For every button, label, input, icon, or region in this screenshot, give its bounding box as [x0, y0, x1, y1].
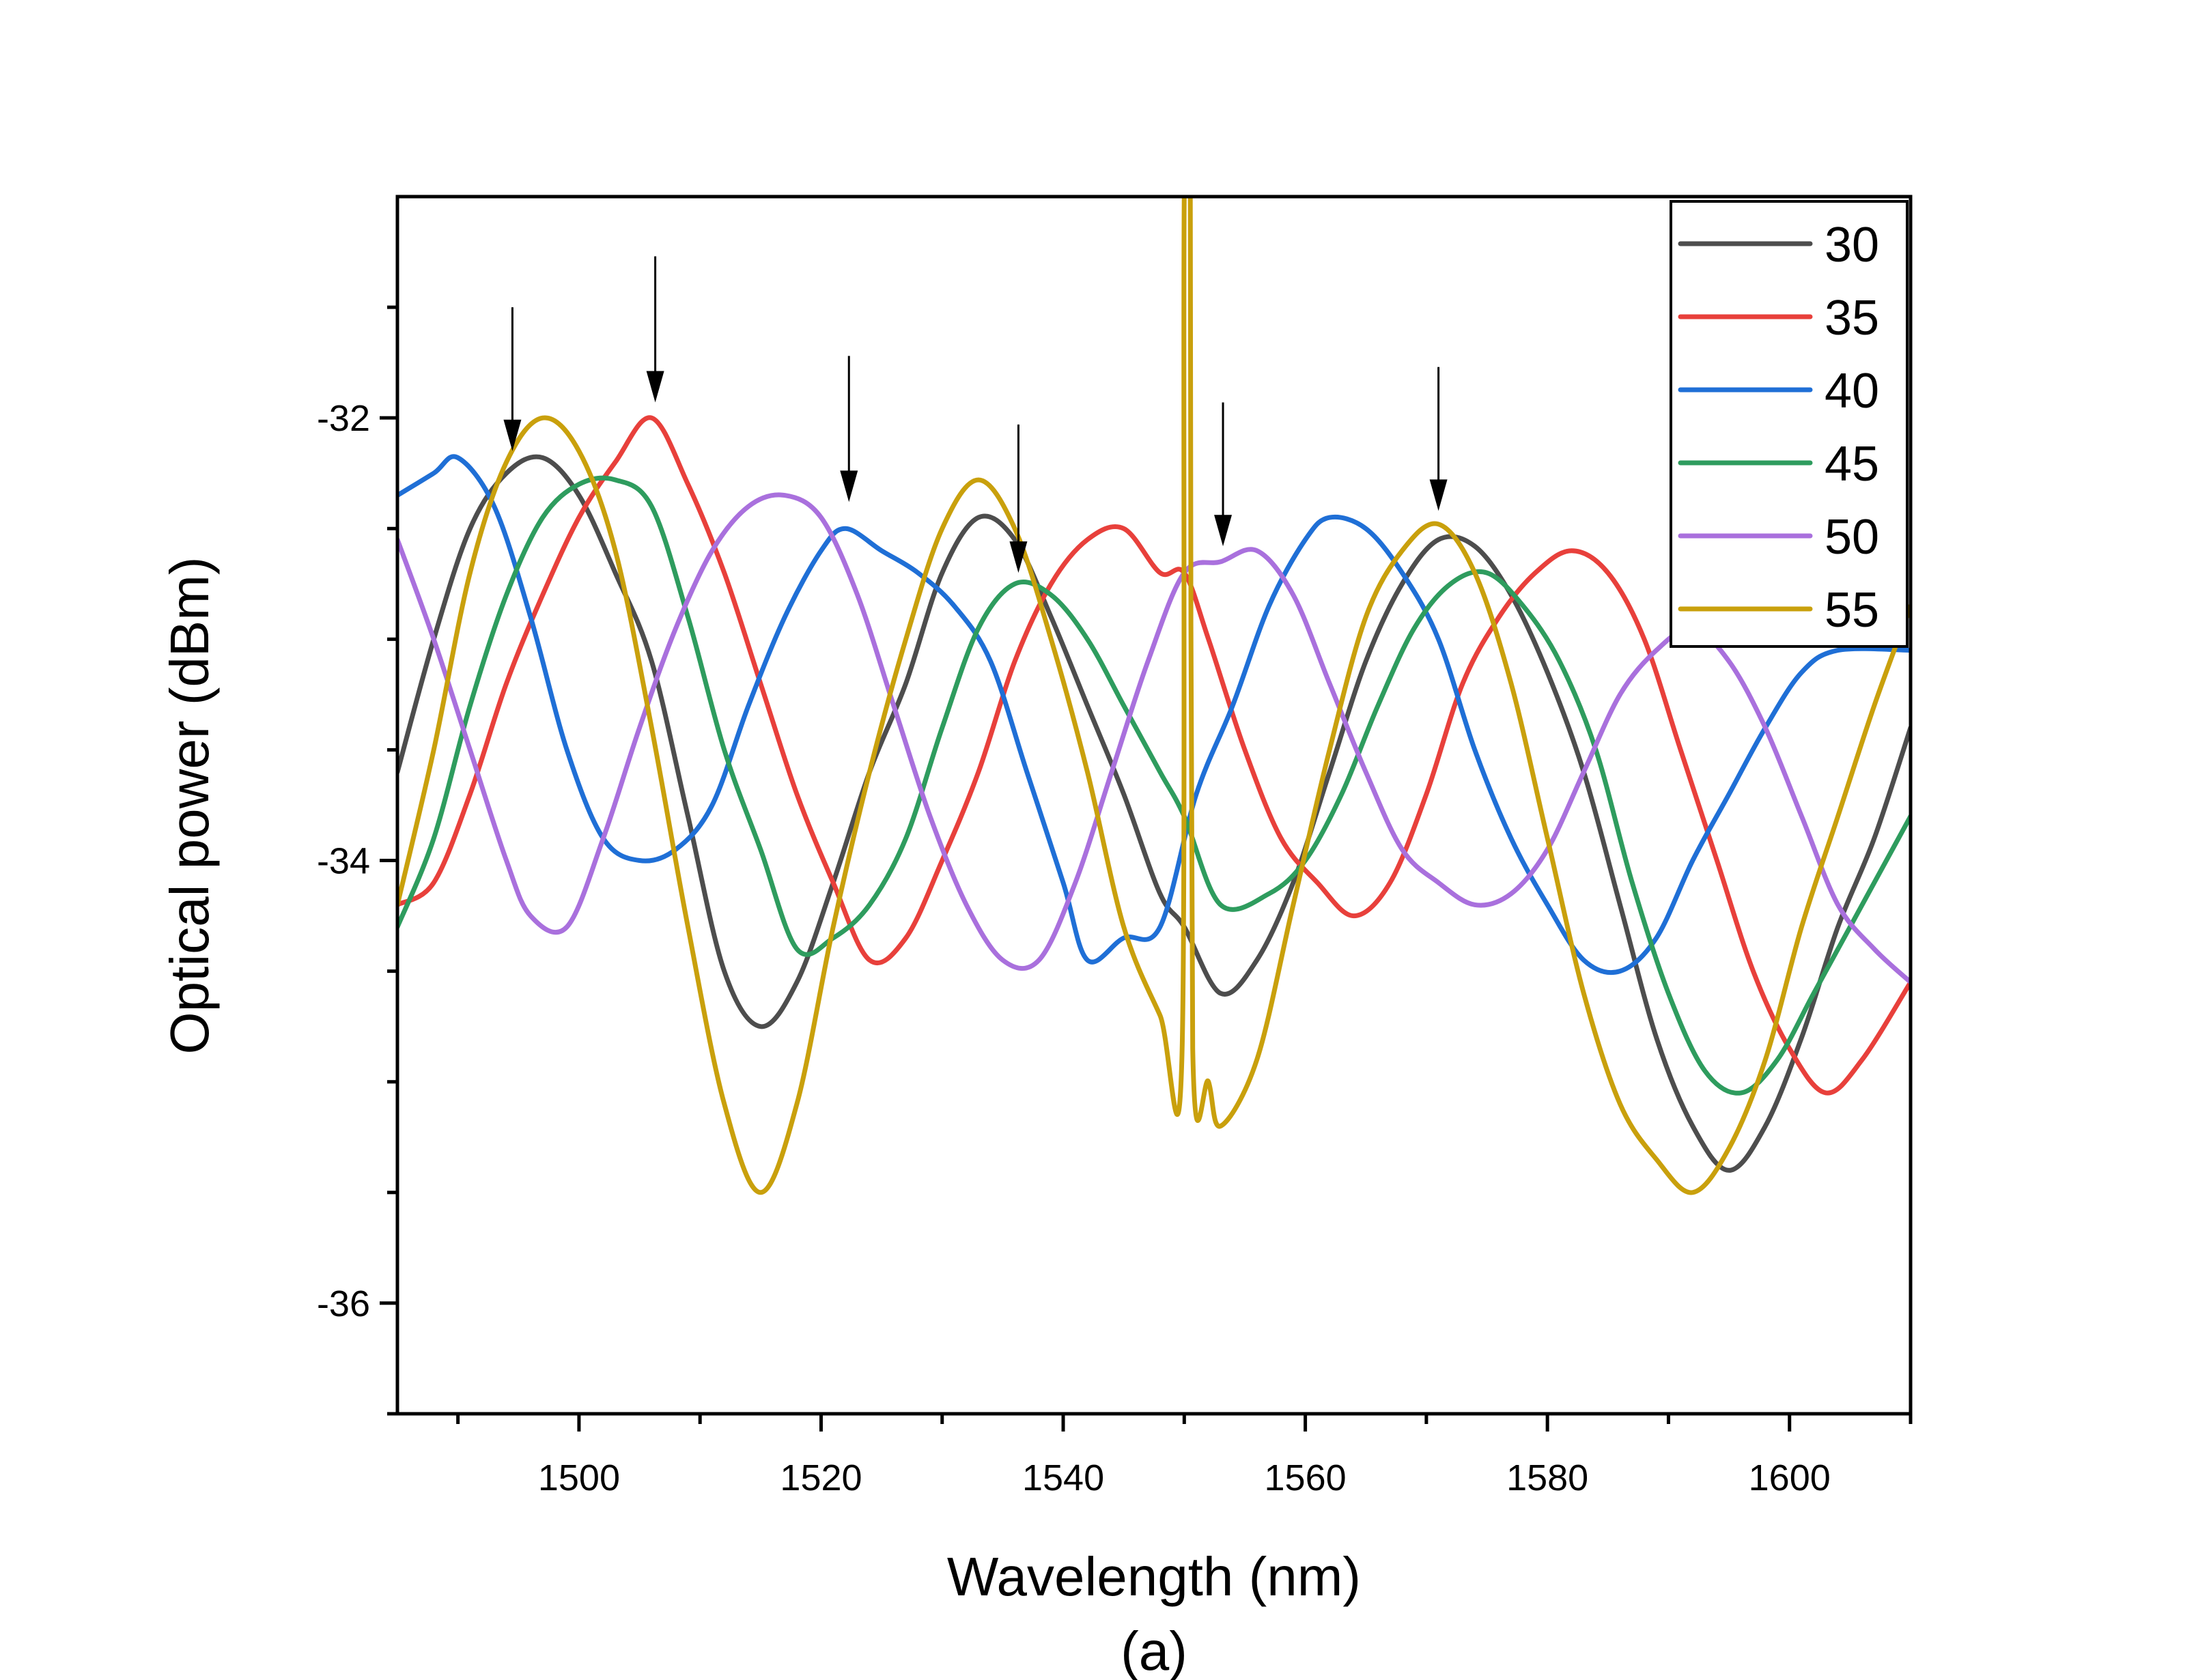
- series-line-50: [397, 492, 1911, 985]
- annotation-arrow: [1429, 367, 1448, 511]
- legend-entry-50: 50: [1678, 510, 1879, 565]
- series-line-45: [397, 475, 1911, 1096]
- x-tick-label: 1500: [538, 1457, 620, 1498]
- series-line-35: [397, 415, 1911, 1096]
- legend-label: 40: [1825, 364, 1879, 418]
- legend-box: [1670, 200, 1909, 648]
- annotation-arrow: [1009, 424, 1028, 573]
- annotation-arrow: [503, 307, 522, 451]
- annotation-arrow: [646, 256, 664, 403]
- legend-entry-30: 30: [1678, 218, 1879, 272]
- legend-label: 45: [1825, 437, 1879, 492]
- legend-entry-45: 45: [1678, 437, 1879, 492]
- legend-label: 30: [1825, 218, 1879, 272]
- plot-frame: [395, 195, 1913, 1416]
- x-axis-ticks: 1500 1520 1540 1560 1580 1600: [456, 1414, 1913, 1498]
- x-axis-title: Wavelength (nm): [947, 1546, 1361, 1607]
- annotation-arrow: [840, 356, 858, 502]
- legend-entry-55: 55: [1678, 583, 1879, 638]
- legend-label: 50: [1825, 510, 1879, 565]
- annotation-layer: [503, 256, 1448, 573]
- series-line-30: [397, 454, 1911, 1173]
- legend: 30 35 40 45 50 55: [1670, 200, 1909, 648]
- x-tick-label: 1540: [1022, 1457, 1104, 1498]
- annotation-arrow: [1214, 402, 1233, 547]
- y-tick-label: -32: [317, 398, 370, 439]
- x-tick-label: 1560: [1265, 1457, 1347, 1498]
- y-axis-title: Optical power (dBm): [159, 556, 220, 1054]
- y-tick-label: -36: [317, 1283, 370, 1324]
- x-tick-label: 1580: [1506, 1457, 1588, 1498]
- legend-entry-40: 40: [1678, 364, 1879, 418]
- series-line-40: [397, 454, 1911, 976]
- figure-caption: (a): [1121, 1621, 1187, 1680]
- legend-entry-35: 35: [1678, 291, 1879, 345]
- y-axis-ticks: -36 -34 -32: [317, 305, 397, 1416]
- series-layer: [397, 197, 1911, 1195]
- x-tick-label: 1520: [780, 1457, 862, 1498]
- series-line-55: [397, 197, 1911, 1195]
- y-tick-label: -34: [317, 841, 370, 882]
- x-tick-label: 1600: [1749, 1457, 1831, 1498]
- legend-label: 55: [1825, 583, 1879, 638]
- legend-label: 35: [1825, 291, 1879, 345]
